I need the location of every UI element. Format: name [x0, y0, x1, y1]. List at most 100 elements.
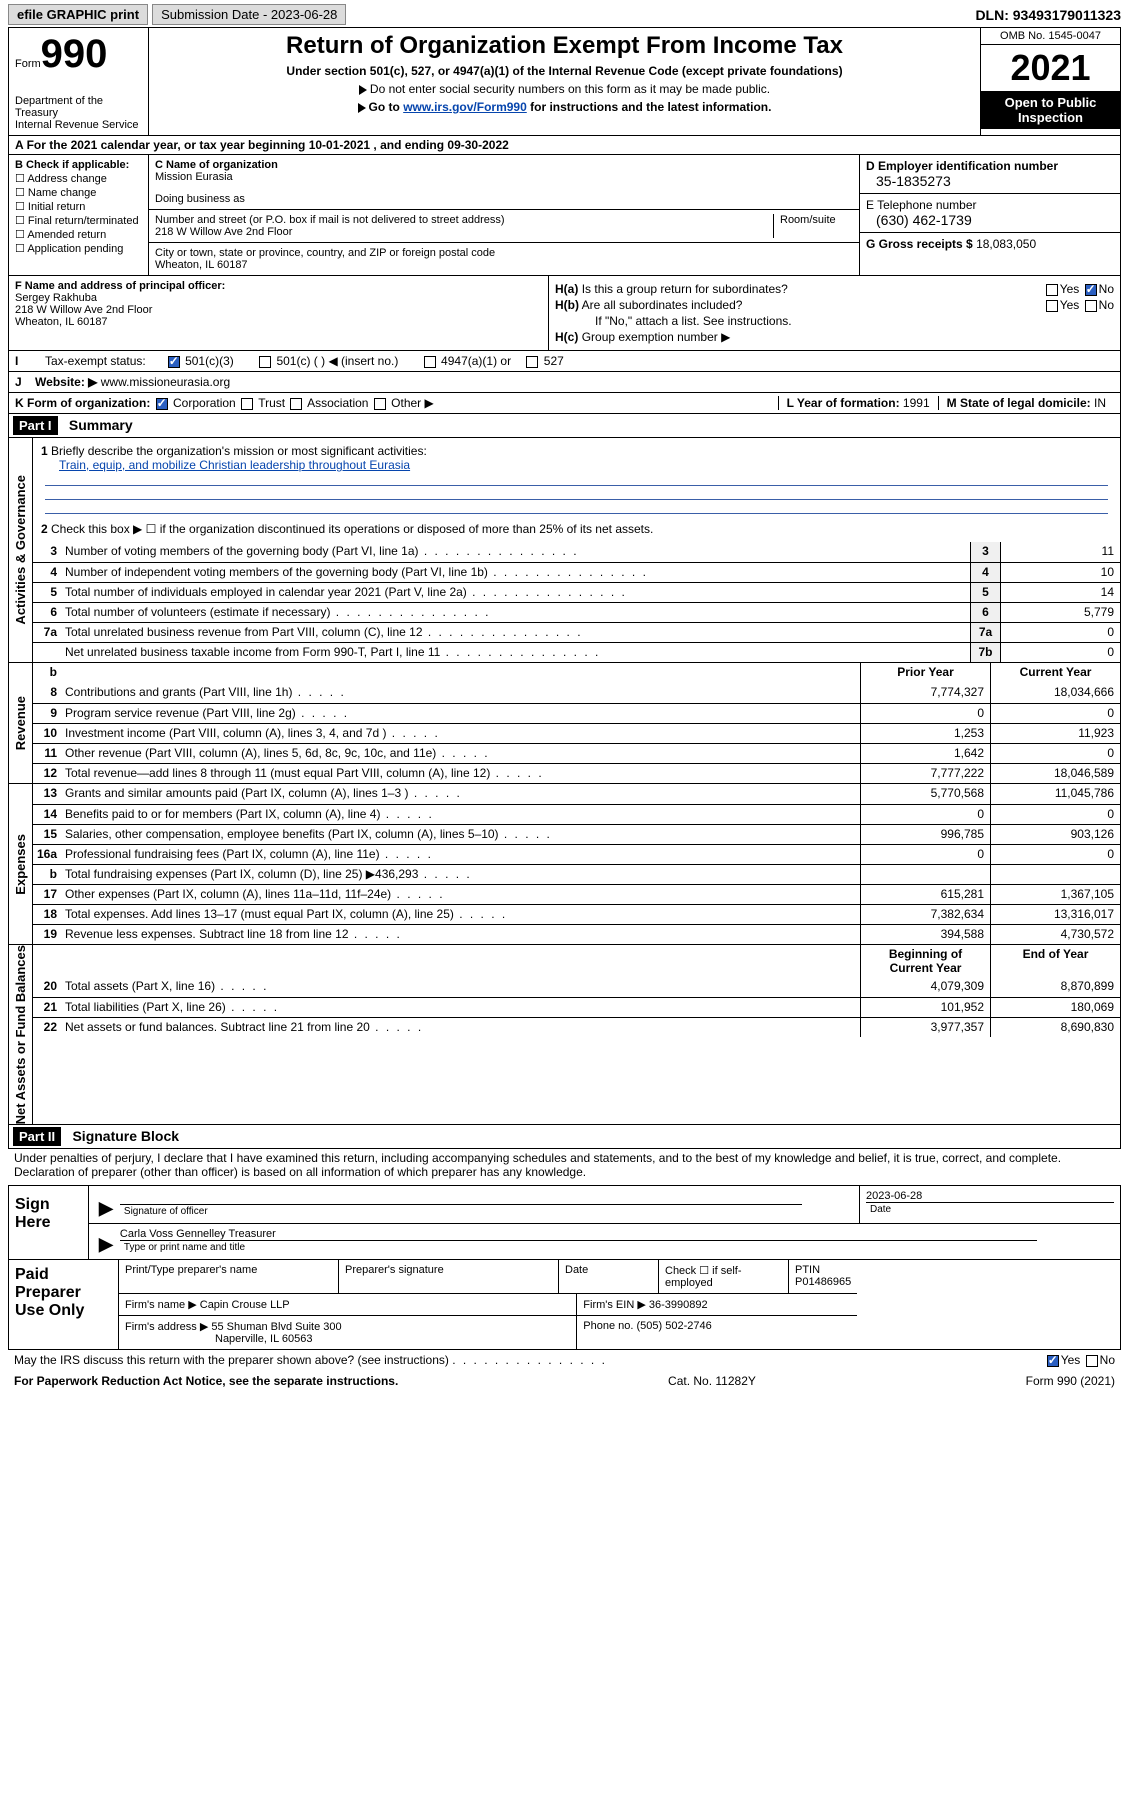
- chk-address-change[interactable]: ☐ Address change: [15, 172, 142, 185]
- chk-other[interactable]: [374, 398, 386, 410]
- addr-label: Number and street (or P.O. box if mail i…: [155, 214, 773, 226]
- firm-ein: 36-3990892: [649, 1299, 708, 1311]
- chk-527[interactable]: [526, 356, 538, 368]
- ha-no[interactable]: [1085, 284, 1097, 296]
- row-desc: Other expenses (Part IX, column (A), lin…: [61, 885, 860, 904]
- chk-assoc[interactable]: [290, 398, 302, 410]
- row-val: 0: [1000, 643, 1120, 662]
- firm-ein-label: Firm's EIN ▶: [583, 1299, 646, 1311]
- note-goto-post: for instructions and the latest informat…: [527, 100, 772, 114]
- row-curr: 13,316,017: [990, 905, 1120, 924]
- chk-name-change[interactable]: ☐ Name change: [15, 186, 142, 199]
- self-employed: Check ☐ if self-employed: [659, 1260, 789, 1293]
- omb-number: OMB No. 1545-0047: [981, 28, 1120, 45]
- discuss-yes[interactable]: [1047, 1355, 1059, 1367]
- row-prior: 4,079,309: [860, 977, 990, 997]
- part2-bar: Part II: [13, 1127, 61, 1146]
- row-desc: Net unrelated business taxable income fr…: [61, 643, 970, 662]
- cat-no: Cat. No. 11282Y: [668, 1374, 756, 1388]
- row-num: 16a: [33, 845, 61, 864]
- chk-501c3[interactable]: [168, 356, 180, 368]
- row-num: 10: [33, 724, 61, 743]
- note-goto-pre: Go to: [369, 100, 404, 114]
- chk-initial-return[interactable]: ☐ Initial return: [15, 200, 142, 213]
- row-prior: 0: [860, 845, 990, 864]
- row-desc: Total liabilities (Part X, line 26): [61, 998, 860, 1017]
- row-box: 4: [970, 563, 1000, 582]
- row-box: 6: [970, 603, 1000, 622]
- sig-date-label: Date: [866, 1202, 1114, 1216]
- gross-receipts: 18,083,050: [976, 237, 1036, 251]
- row-desc: Salaries, other compensation, employee b…: [61, 825, 860, 844]
- row-prior: 101,952: [860, 998, 990, 1017]
- chk-corp[interactable]: [156, 398, 168, 410]
- row-num: 19: [33, 925, 61, 944]
- chk-501c[interactable]: [259, 356, 271, 368]
- vlabel-rev: Revenue: [13, 696, 28, 750]
- prep-date-label: Date: [559, 1260, 659, 1293]
- row-num: 15: [33, 825, 61, 844]
- row-curr: 18,046,589: [990, 764, 1120, 783]
- open-public: Open to Public Inspection: [981, 91, 1120, 129]
- m-label: M State of legal domicile:: [947, 396, 1091, 410]
- form-header: Form990 Department of the Treasury Inter…: [8, 27, 1121, 136]
- row-num: 20: [33, 977, 61, 997]
- i-letter: I: [15, 354, 45, 368]
- row-curr: [990, 865, 1120, 884]
- q2-text: Check this box ▶ ☐ if the organization d…: [51, 522, 653, 536]
- top-bar: efile GRAPHIC print Submission Date - 20…: [8, 4, 1121, 25]
- officer-name-title: Carla Voss Gennelley Treasurer: [120, 1228, 1037, 1240]
- b-label: B Check if applicable:: [15, 159, 142, 171]
- chk-final-return[interactable]: ☐ Final return/terminated: [15, 214, 142, 227]
- part1-title: Summary: [61, 417, 133, 433]
- org-name: Mission Eurasia: [155, 171, 853, 183]
- ha-yes[interactable]: [1046, 284, 1058, 296]
- row-curr: 0: [990, 845, 1120, 864]
- form-title: Return of Organization Exempt From Incom…: [155, 32, 974, 60]
- state-domicile: IN: [1094, 396, 1106, 410]
- hb-no[interactable]: [1085, 300, 1097, 312]
- row-num: 12: [33, 764, 61, 783]
- section-expenses: Expenses 13Grants and similar amounts pa…: [8, 784, 1121, 945]
- col-b: B Check if applicable: ☐ Address change …: [9, 155, 149, 275]
- officer-name: Sergey Rakhuba: [15, 292, 542, 304]
- chk-4947[interactable]: [424, 356, 436, 368]
- vlabel-net: Net Assets or Fund Balances: [13, 945, 28, 1124]
- efile-button[interactable]: efile GRAPHIC print: [8, 4, 148, 25]
- row-num: 13: [33, 784, 61, 804]
- firm-addr: 55 Shuman Blvd Suite 300: [211, 1321, 341, 1333]
- row-desc: Investment income (Part VIII, column (A)…: [61, 724, 860, 743]
- row-prior: 615,281: [860, 885, 990, 904]
- firm-name-label: Firm's name ▶: [125, 1299, 197, 1311]
- row-desc: Benefits paid to or for members (Part IX…: [61, 805, 860, 824]
- row-num: b: [33, 865, 61, 884]
- row-desc: Grants and similar amounts paid (Part IX…: [61, 784, 860, 804]
- chk-app-pending[interactable]: ☐ Application pending: [15, 242, 142, 255]
- row-desc: Professional fundraising fees (Part IX, …: [61, 845, 860, 864]
- row-h: H(a) Is this a group return for subordin…: [549, 276, 1120, 350]
- part1-bar: Part I: [13, 416, 58, 435]
- row-desc: Total revenue—add lines 8 through 11 (mu…: [61, 764, 860, 783]
- form-subtitle: Under section 501(c), 527, or 4947(a)(1)…: [155, 64, 974, 78]
- row-num: 9: [33, 704, 61, 723]
- chk-trust[interactable]: [241, 398, 253, 410]
- l-label: L Year of formation:: [787, 396, 900, 410]
- col-d: D Employer identification number 35-1835…: [860, 155, 1120, 275]
- e-label: E Telephone number: [866, 198, 1114, 212]
- irs-link[interactable]: www.irs.gov/Form990: [403, 100, 527, 114]
- row-num: 3: [33, 542, 61, 562]
- row-num: 17: [33, 885, 61, 904]
- chk-amended[interactable]: ☐ Amended return: [15, 228, 142, 241]
- row-val: 11: [1000, 542, 1120, 562]
- hdr-curr: Current Year: [990, 663, 1120, 683]
- row-desc: Net assets or fund balances. Subtract li…: [61, 1018, 860, 1037]
- section-net: Net Assets or Fund Balances Beginning of…: [8, 945, 1121, 1125]
- discuss-no[interactable]: [1086, 1355, 1098, 1367]
- hb-yes[interactable]: [1046, 300, 1058, 312]
- row-box: 3: [970, 542, 1000, 562]
- row-desc: Contributions and grants (Part VIII, lin…: [61, 683, 860, 703]
- mission-text: Train, equip, and mobilize Christian lea…: [41, 458, 1112, 472]
- row-prior: 996,785: [860, 825, 990, 844]
- row-desc: Program service revenue (Part VIII, line…: [61, 704, 860, 723]
- arrow-icon: ▶: [95, 1234, 117, 1255]
